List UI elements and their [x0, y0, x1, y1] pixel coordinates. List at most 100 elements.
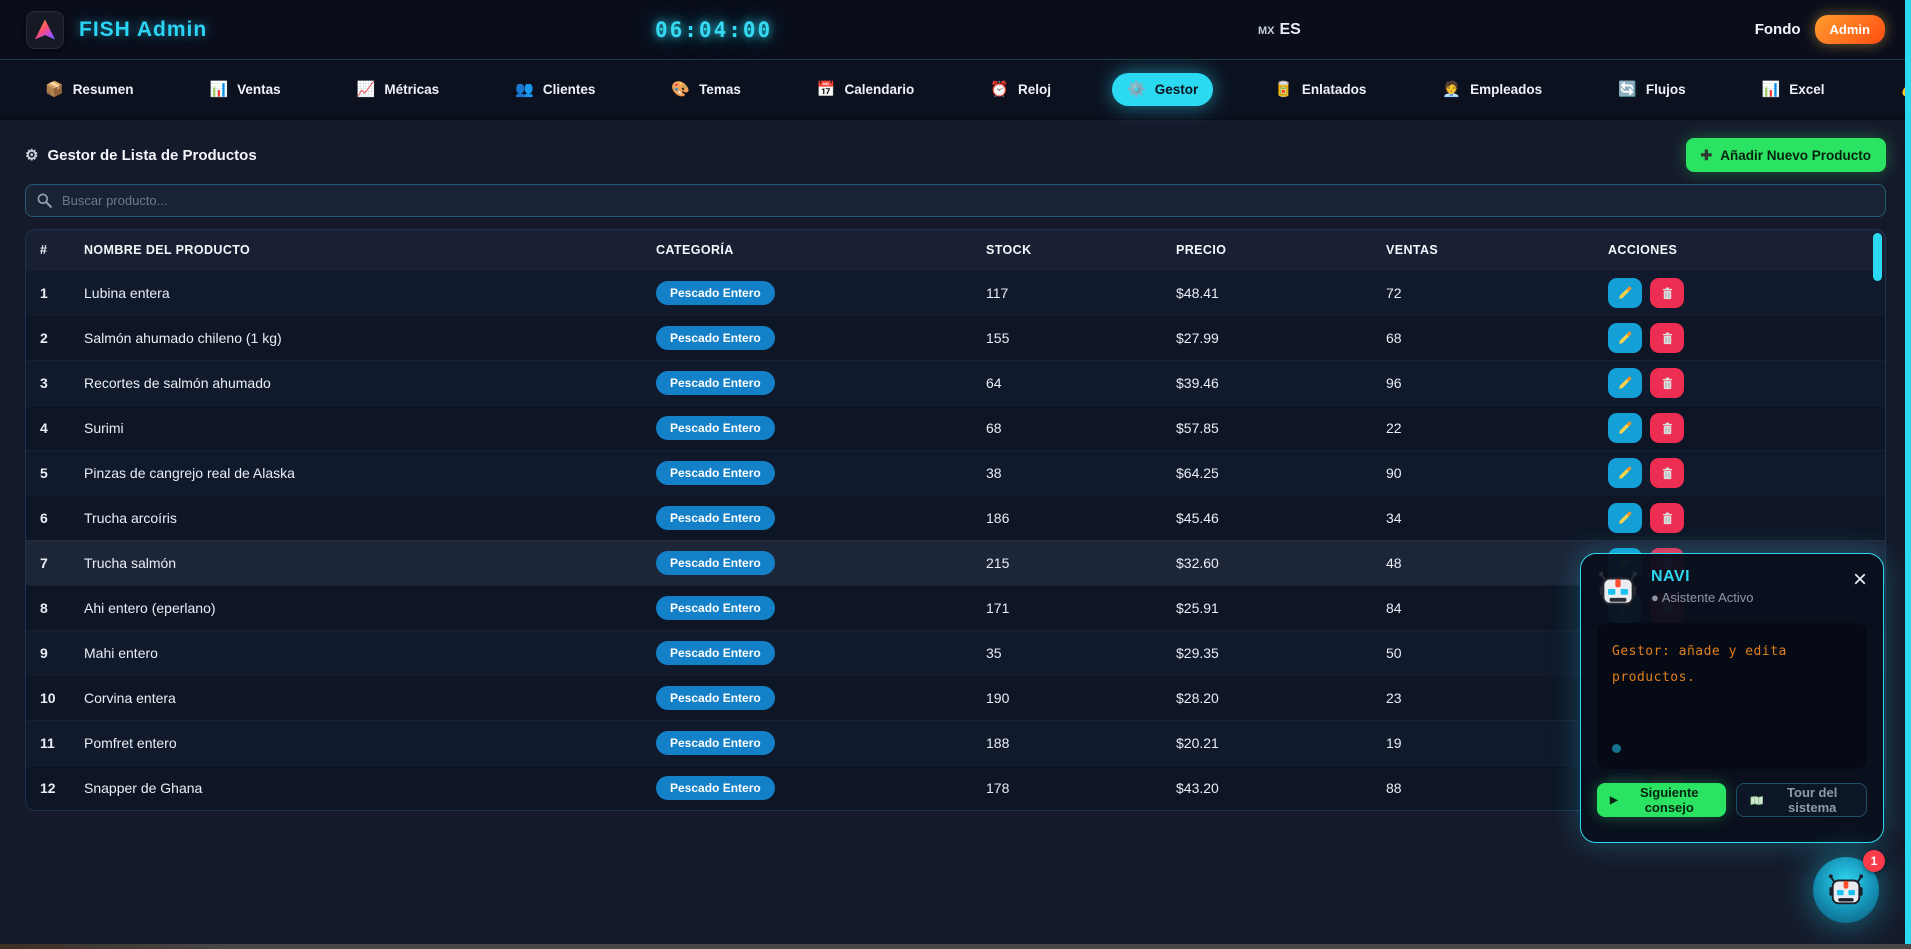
nav-tab-label: Clientes [542, 82, 596, 97]
pencil-icon [1619, 421, 1632, 434]
cell-num: 12 [40, 780, 56, 796]
delete-button[interactable] [1650, 278, 1684, 308]
main-nav: 📦 Resumen 📊 Ventas 📈 Métricas 👥 Clientes… [0, 60, 1911, 120]
cell-sales: 19 [1386, 735, 1402, 751]
nav-tab[interactable]: 📊 Ventas [194, 73, 295, 106]
nav-tab-icon: ⏰ [990, 81, 1009, 98]
nav-tab-icon: 📊 [209, 81, 229, 98]
nav-tab-icon: 🎨 [671, 81, 691, 98]
nav-tab[interactable]: 🥫 Enlatados [1259, 73, 1381, 106]
edit-button[interactable] [1608, 368, 1642, 398]
cell-name: Salmón ahumado chileno (1 kg) [84, 330, 282, 346]
table-row: 5 Pinzas de cangrejo real de Alaska Pesc… [26, 450, 1885, 495]
nav-tab[interactable]: 🧑‍💼 Empleados [1427, 73, 1557, 106]
table-row: 10 Corvina entera Pescado Entero 190 $28… [26, 675, 1885, 720]
table-row: 2 Salmón ahumado chileno (1 kg) Pescado … [26, 315, 1885, 360]
cell-num: 10 [40, 690, 56, 706]
cell-sales: 90 [1386, 465, 1402, 481]
cell-price: $39.46 [1176, 375, 1219, 391]
nav-tab-icon: ⚙️ [1127, 81, 1146, 98]
table-header-row: # NOMBRE DEL PRODUCTO CATEGORÍA STOCK PR… [26, 230, 1885, 270]
cell-stock: 188 [986, 735, 1010, 751]
assistant-fab[interactable]: 1 [1813, 850, 1885, 923]
category-badge: Pescado Entero [656, 686, 775, 710]
cell-price: $43.20 [1176, 780, 1219, 796]
cell-num: 6 [40, 510, 48, 526]
cell-num: 2 [40, 330, 48, 346]
delete-button[interactable] [1650, 413, 1684, 443]
nav-tab[interactable]: 👥 Clientes [500, 73, 610, 106]
cell-num: 5 [40, 465, 48, 481]
nav-tab-icon: 📊 [1761, 81, 1781, 98]
nav-tab-icon: 🧑‍💼 [1442, 81, 1462, 98]
cell-name: Surimi [84, 420, 124, 436]
cell-name: Lubina entera [84, 285, 170, 301]
cell-price: $48.41 [1176, 285, 1219, 301]
delete-button[interactable] [1650, 368, 1684, 398]
search-icon [37, 193, 52, 208]
table-scrollbar-thumb[interactable] [1873, 233, 1882, 281]
nav-tab[interactable]: 📅 Calendario [802, 73, 929, 106]
edit-button[interactable] [1608, 503, 1642, 533]
cell-stock: 64 [986, 375, 1002, 391]
system-tour-button[interactable]: Tour del sistema [1735, 783, 1867, 817]
table-row: 3 Recortes de salmón ahumado Pescado Ent… [26, 360, 1885, 405]
table-row: 4 Surimi Pescado Entero 68 $57.85 22 [26, 405, 1885, 450]
page-title: ⚙ Gestor de Lista de Productos [25, 146, 257, 165]
nav-tab[interactable]: 🔄 Flujos [1603, 73, 1700, 106]
delete-button[interactable] [1650, 503, 1684, 533]
delete-button[interactable] [1650, 323, 1684, 353]
nav-tab-label: Calendario [844, 82, 915, 97]
nav-tab-label: Flujos [1645, 82, 1686, 97]
trash-icon [1662, 467, 1672, 479]
cell-num: 4 [40, 420, 48, 436]
edit-button[interactable] [1608, 278, 1642, 308]
assistant-message-box: Gestor: añade y edita productos. [1597, 623, 1867, 769]
cell-price: $29.35 [1176, 645, 1219, 661]
cell-price: $27.99 [1176, 330, 1219, 346]
cell-stock: 186 [986, 510, 1010, 526]
edit-button[interactable] [1608, 413, 1642, 443]
add-product-button[interactable]: ✚ Añadir Nuevo Producto [1685, 138, 1886, 172]
background-button[interactable]: Fondo [1754, 21, 1801, 38]
play-icon: ▶ [1610, 794, 1618, 806]
edit-button[interactable] [1608, 323, 1642, 353]
nav-tab[interactable]: ⚙️ Gestor [1112, 73, 1214, 106]
close-icon[interactable]: × [1852, 566, 1867, 593]
trash-icon [1662, 422, 1672, 434]
nav-tab[interactable]: ⏰ Reloj [975, 73, 1066, 106]
cell-name: Trucha salmón [84, 555, 177, 571]
nav-tab[interactable]: 📦 Resumen [30, 73, 148, 106]
nav-tab-label: Gestor [1154, 82, 1199, 97]
digital-clock: 06:04:00 [655, 17, 773, 42]
edit-button[interactable] [1608, 458, 1642, 488]
cell-name: Snapper de Ghana [84, 780, 203, 796]
nav-tab[interactable]: 📈 Métricas [342, 73, 454, 106]
nav-tab-label: Resumen [72, 82, 134, 97]
assistant-status: ● Asistente Activo [1651, 590, 1754, 605]
nav-tab[interactable]: 🎨 Temas [656, 73, 755, 106]
cell-sales: 72 [1386, 285, 1402, 301]
table-row: 7 Trucha salmón Pescado Entero 215 $32.6… [26, 540, 1885, 585]
cell-price: $25.91 [1176, 600, 1219, 616]
category-badge: Pescado Entero [656, 281, 775, 305]
cell-price: $20.21 [1176, 735, 1219, 751]
nav-tab-label: Empleados [1470, 82, 1543, 97]
cell-name: Ahi entero (eperlano) [84, 600, 216, 616]
col-header-stock: STOCK [986, 243, 1032, 257]
delete-button[interactable] [1650, 458, 1684, 488]
category-badge: Pescado Entero [656, 596, 775, 620]
page-scrollbar[interactable] [1905, 0, 1911, 944]
cell-stock: 117 [986, 285, 1009, 301]
nav-tab[interactable]: 📊 Excel [1747, 73, 1840, 106]
locale-selector[interactable]: MX ES [1258, 21, 1301, 39]
category-badge: Pescado Entero [656, 416, 775, 440]
search-input[interactable] [25, 184, 1886, 217]
nav-tab-icon: 🔄 [1618, 81, 1637, 98]
pencil-icon [1619, 511, 1632, 524]
cell-price: $28.20 [1176, 690, 1219, 706]
cell-price: $45.46 [1176, 510, 1219, 526]
nav-tab-label: Temas [699, 82, 741, 97]
locale-flag-mx: MX [1258, 24, 1275, 37]
next-tip-button[interactable]: ▶ Siguiente consejo [1597, 783, 1726, 817]
